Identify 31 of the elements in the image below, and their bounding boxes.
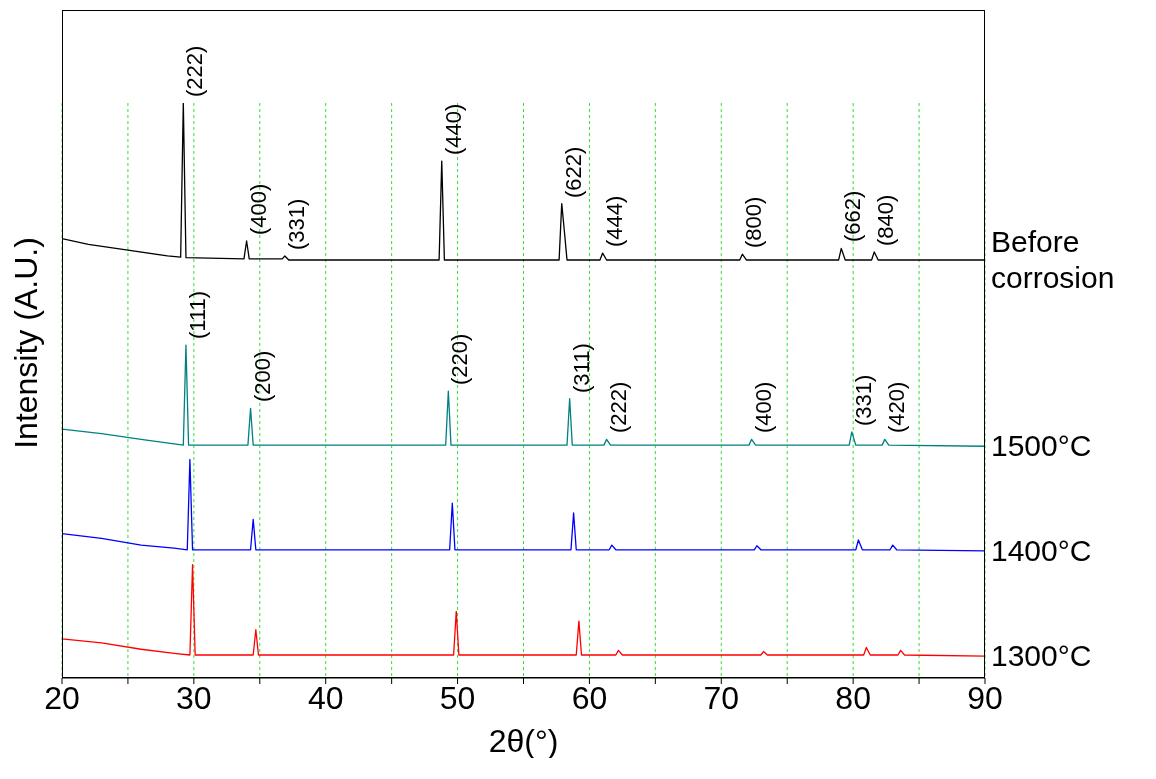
- annotation: (800): [741, 196, 768, 249]
- x-tick-label: 70: [703, 679, 740, 716]
- annotation: (440): [440, 103, 467, 156]
- x-tick-label: 50: [439, 679, 476, 716]
- annotation: (200): [249, 350, 276, 403]
- annotation: (222): [605, 382, 632, 434]
- series-label: 1300°C: [991, 638, 1093, 675]
- annotation: (222): [182, 45, 209, 97]
- series-label: 1500°C: [991, 428, 1093, 465]
- y-axis-title: Intensity (A.U.): [8, 237, 45, 449]
- annotation: (444): [601, 195, 628, 248]
- annotation: (311): [568, 342, 595, 393]
- x-tick-label: 30: [176, 679, 212, 716]
- annotation: (400): [750, 382, 777, 434]
- x-tick-label: 20: [44, 679, 80, 716]
- annotation: (400): [245, 183, 272, 235]
- annotation: (331): [850, 374, 877, 426]
- x-tick-label: 40: [307, 679, 344, 716]
- annotation: (331): [283, 198, 310, 250]
- x-axis-title: 2θ(°): [488, 723, 559, 759]
- annotation: (840): [873, 194, 900, 246]
- series-label: Before corrosion: [991, 223, 1116, 296]
- annotation: (622): [560, 146, 587, 198]
- series-label: 1400°C: [991, 532, 1093, 569]
- annotation: (111): [184, 290, 211, 340]
- annotation: (420): [883, 382, 910, 434]
- x-tick-label: 60: [571, 679, 608, 716]
- annotation: (220): [447, 333, 474, 386]
- x-tick-label: 90: [967, 679, 1003, 716]
- annotation: (662): [840, 191, 867, 243]
- x-tick-label: 80: [835, 679, 871, 716]
